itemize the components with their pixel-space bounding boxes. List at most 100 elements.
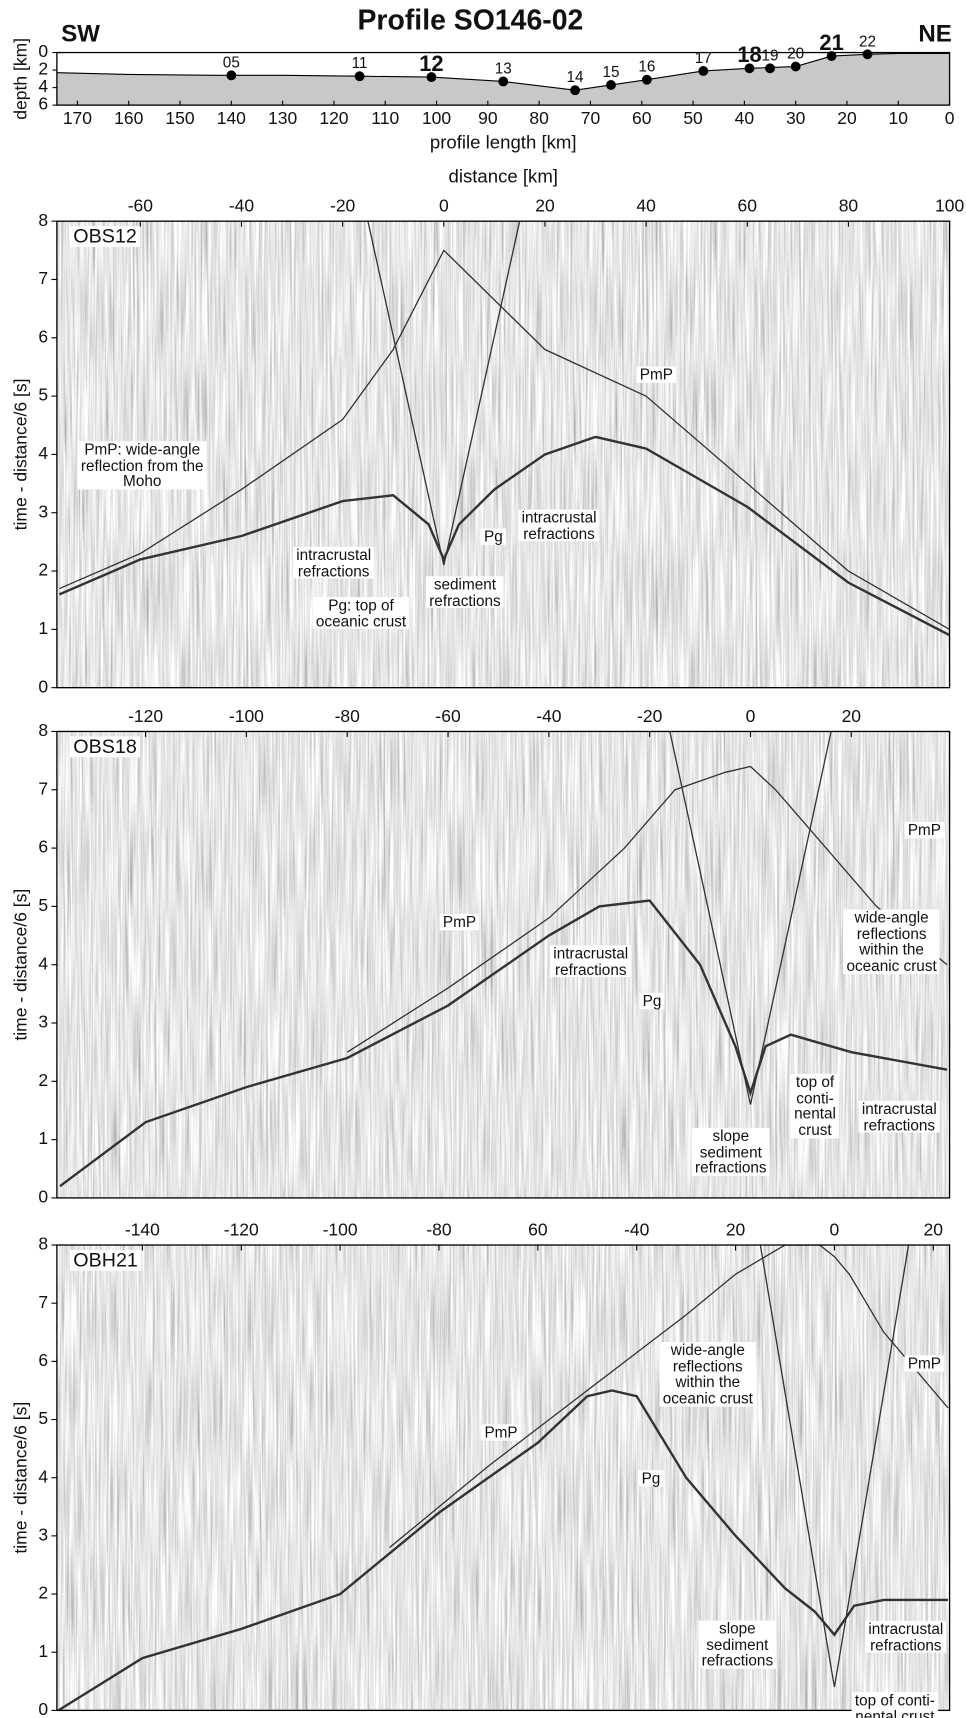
- x-tick-label: 30: [786, 108, 806, 128]
- right-label: NE: [918, 20, 951, 47]
- annotation: slope sediment refractions: [691, 1127, 770, 1177]
- y-axis-label: time - distance/6 [s]: [11, 889, 31, 1041]
- y-axis-label: time - distance/6 [s]: [11, 379, 31, 531]
- x-axis-label: profile length [km]: [430, 131, 577, 152]
- x-tick-label: -40: [624, 1219, 650, 1239]
- x-tick-label: 20: [837, 108, 857, 128]
- y-tick-label: 4: [38, 953, 48, 973]
- x-tick-label: 80: [529, 108, 549, 128]
- annotation: intracrustal refractions: [865, 1620, 947, 1654]
- x-tick-label: -60: [128, 196, 154, 216]
- station-label: 18: [737, 42, 761, 67]
- annotation: PmP: [636, 366, 677, 383]
- annotation: Pg: [638, 1470, 664, 1487]
- x-tick-label: 20: [842, 706, 862, 726]
- left-label: SW: [61, 20, 100, 47]
- annotation: PmP: [904, 822, 945, 839]
- traveltime-curve: [347, 767, 947, 1053]
- x-tick-label: 10: [889, 108, 909, 128]
- station: [354, 71, 365, 82]
- y-tick-label: 7: [38, 1292, 48, 1312]
- y-tick-label: 1: [38, 618, 48, 638]
- x-tick-label: -100: [229, 706, 264, 726]
- x-tick-label: -140: [125, 1219, 160, 1239]
- x-tick-label: 140: [217, 108, 246, 128]
- x-tick-label: -40: [229, 196, 255, 216]
- y-tick-label: 6: [38, 1350, 48, 1370]
- y-tick-label: 0: [38, 1699, 48, 1718]
- x-tick-label: 40: [636, 196, 656, 216]
- station-label: 17: [695, 50, 712, 67]
- annotation: intracrustal refractions: [550, 945, 632, 978]
- x-tick-label: 0: [439, 196, 449, 216]
- y-tick-label: 4: [38, 443, 48, 463]
- y-tick-label: 7: [38, 778, 48, 798]
- annotation: intracrustal refractions: [858, 1100, 941, 1133]
- annotation: sediment refractions: [425, 576, 504, 609]
- annotation: top of conti- nental crust: [790, 1073, 840, 1139]
- x-tick-label: 80: [839, 196, 859, 216]
- y-tick-label: 2: [38, 1583, 48, 1603]
- y-tick-label: 4: [38, 1466, 48, 1486]
- annotation: Pg: top of oceanic crust: [312, 597, 410, 630]
- y-tick-label: 6: [38, 94, 48, 114]
- station-label: 11: [352, 55, 368, 72]
- station-label: 13: [495, 60, 512, 77]
- annotation: wide-angle reflections within the oceani…: [843, 909, 941, 974]
- y-tick-label: 8: [38, 720, 48, 740]
- station-label: 19: [762, 47, 779, 64]
- traveltime-curve: [368, 221, 520, 565]
- annotation: PmP: [481, 1424, 521, 1441]
- x-tick-label: 60: [738, 196, 758, 216]
- y-tick-label: 1: [38, 1128, 48, 1148]
- annotation: intracrustal refractions: [292, 546, 375, 579]
- x-tick-label: 60: [528, 1219, 548, 1239]
- x-tick-label: 70: [581, 108, 601, 128]
- seafloor-area: [56, 53, 950, 106]
- traveltime-curve: [59, 437, 949, 635]
- x-tick-label: -80: [335, 706, 361, 726]
- annotation: Pg: [639, 993, 665, 1009]
- station-label: 21: [819, 30, 843, 55]
- y-tick-label: 0: [38, 676, 48, 696]
- station-label: 16: [638, 59, 655, 76]
- y-tick-label: 2: [38, 560, 48, 580]
- station: [641, 74, 652, 85]
- x-tick-label: 50: [683, 108, 703, 128]
- y-tick-label: 5: [38, 895, 48, 915]
- station-label: 20: [787, 46, 804, 63]
- plot-frame: [56, 51, 951, 106]
- annotation: top of conti- nental crust: [851, 1692, 939, 1718]
- y-tick-label: 2: [38, 1070, 48, 1090]
- station: [698, 66, 709, 76]
- y-tick-label: 1: [38, 1641, 48, 1661]
- y-tick-label: 6: [38, 837, 48, 857]
- annotation: wide-angle reflections within the oceani…: [659, 1342, 757, 1407]
- station: [606, 80, 616, 90]
- x-tick-label: 90: [478, 108, 498, 128]
- station: [226, 70, 237, 81]
- seafloor-line: [56, 52, 950, 91]
- seismic-background: [56, 1245, 950, 1711]
- y-tick-label: 3: [38, 501, 48, 521]
- panel-label: OBS12: [70, 226, 141, 247]
- x-tick-label: -40: [536, 706, 562, 726]
- x-tick-label: -20: [330, 196, 356, 216]
- station-label: 05: [223, 54, 240, 71]
- x-tick-label: 0: [746, 706, 756, 726]
- station-label: 15: [602, 64, 619, 81]
- traveltime-curve: [670, 731, 831, 1104]
- y-tick-label: 5: [38, 1408, 48, 1428]
- y-tick-label: 3: [38, 1012, 48, 1032]
- x-tick-label: 0: [830, 1219, 840, 1239]
- y-tick-label: 7: [38, 268, 48, 288]
- x-axis-label: distance [km]: [448, 165, 557, 186]
- x-tick-label: -80: [426, 1219, 452, 1239]
- y-tick-label: 4: [38, 76, 48, 96]
- y-tick-label: 0: [38, 1187, 48, 1207]
- x-tick-label: -120: [128, 706, 163, 726]
- traveltime-curve: [760, 1245, 908, 1687]
- x-tick-label: 130: [268, 108, 297, 128]
- station: [570, 85, 580, 96]
- x-tick-label: 20: [924, 1219, 944, 1239]
